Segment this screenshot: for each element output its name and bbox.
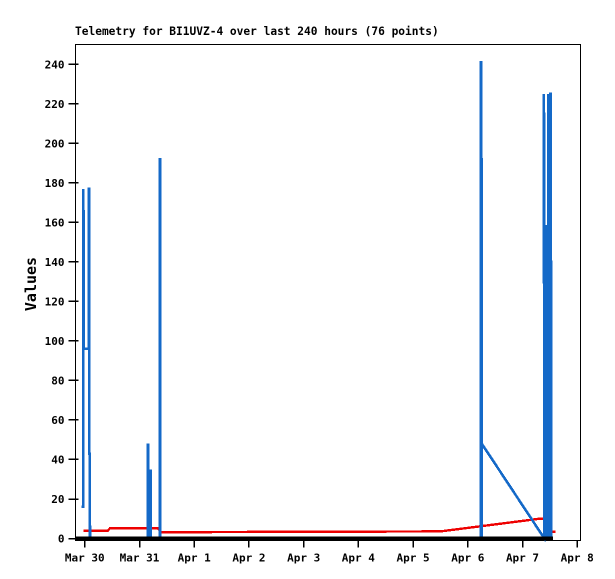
y-tick-label: 40 — [51, 453, 64, 466]
chart-title: Telemetry for BI1UVZ-4 over last 240 hou… — [75, 25, 439, 38]
x-tick-label: Apr 1 — [178, 552, 211, 565]
x-tick-label: Mar 30 — [65, 552, 105, 565]
y-tick-label: 100 — [45, 335, 65, 348]
y-tick-label: 160 — [45, 216, 65, 229]
x-tick-label: Apr 2 — [232, 552, 265, 565]
y-tick-label: 140 — [45, 256, 65, 269]
series-channel-red-path — [83, 517, 556, 534]
series-channel-blue-path — [81, 61, 553, 543]
y-tick-label: 20 — [51, 493, 64, 506]
y-tick-label: 80 — [51, 374, 64, 387]
x-tick-label: Apr 4 — [342, 552, 375, 565]
y-tick-label: 60 — [51, 414, 64, 427]
y-tick-label: 200 — [45, 137, 65, 150]
y-tick-label: 120 — [45, 295, 65, 308]
y-tick-label: 220 — [45, 98, 65, 111]
y-tick-label: 0 — [58, 533, 65, 546]
x-tick-label: Apr 3 — [287, 552, 320, 565]
y-tick-label: 240 — [45, 58, 65, 71]
y-tick-label: 180 — [45, 177, 65, 190]
x-tick-label: Apr 6 — [451, 552, 484, 565]
x-tick-label: Apr 5 — [397, 552, 430, 565]
plot-border — [75, 44, 581, 541]
x-tick-label: Apr 8 — [561, 552, 594, 565]
x-tick-label: Mar 31 — [120, 552, 160, 565]
x-tick-label: Apr 7 — [506, 552, 539, 565]
